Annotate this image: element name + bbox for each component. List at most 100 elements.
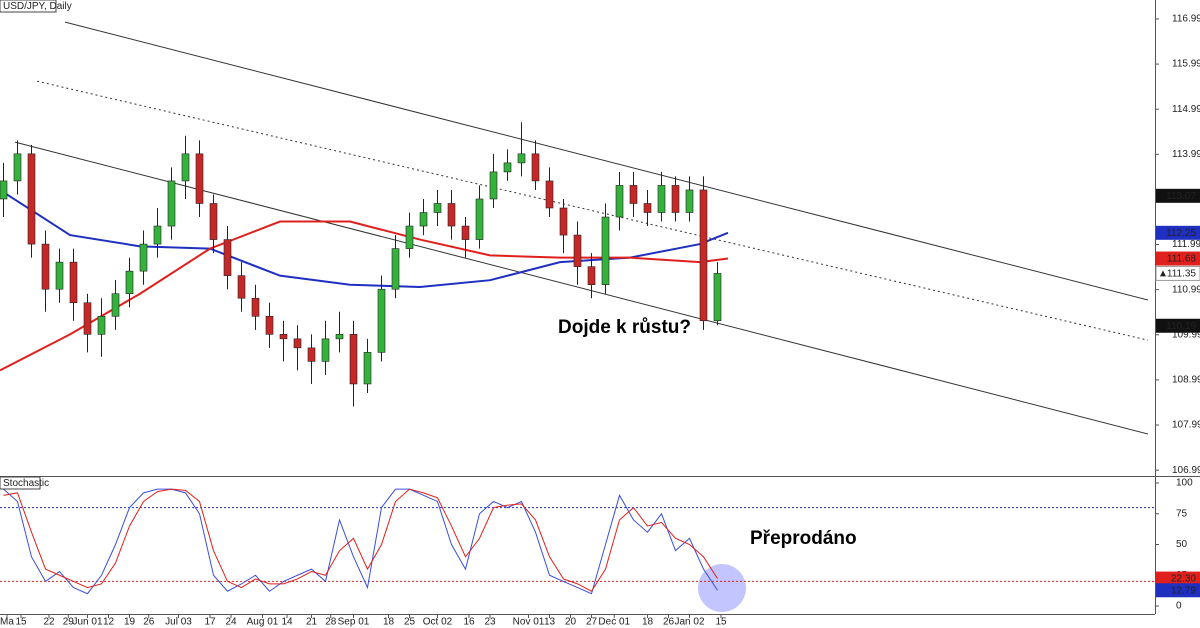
candle-body — [111, 293, 120, 317]
y-tick-label: 108.99 — [1172, 375, 1200, 386]
x-tick-label: 26 — [143, 617, 155, 628]
highlight-circle — [698, 564, 746, 612]
y-tick-label: 75 — [1176, 508, 1188, 519]
x-tick-label: Jul 03 — [165, 617, 192, 628]
candle-body — [489, 171, 498, 200]
price-marker — [1156, 188, 1200, 203]
x-tick-label: 29 — [63, 617, 75, 628]
trendline — [36, 80, 1149, 341]
candle-body — [587, 266, 596, 285]
candle-body — [447, 203, 456, 227]
candle-body — [391, 248, 400, 290]
candle-body — [41, 243, 50, 290]
x-tick-label: 27 — [586, 617, 598, 628]
candle-body — [545, 180, 554, 209]
x-tick-label: 26 — [663, 617, 675, 628]
candle-body — [601, 216, 610, 285]
candle-body — [321, 338, 330, 362]
candle-body — [335, 334, 344, 340]
x-tick-label: 25 — [404, 617, 416, 628]
panel-title: Stochastic — [3, 478, 49, 489]
x-tick-label: Ma — [0, 617, 14, 628]
x-tick-label: 21 — [306, 617, 318, 628]
candle-body — [181, 153, 190, 182]
x-tick-label: Aug 01 — [247, 617, 279, 628]
price-marker-label: 111.68 — [1167, 254, 1197, 265]
price-marker-label: 112.25 — [1166, 228, 1196, 239]
x-tick-label: Nov 01 — [513, 617, 545, 628]
price-marker — [1156, 571, 1200, 586]
x-tick-label: 15 — [15, 617, 27, 628]
price-marker — [1155, 265, 1200, 281]
x-tick-label: 12 — [103, 617, 115, 628]
candle-body — [699, 189, 708, 322]
candle-body — [433, 203, 442, 213]
price-marker-label: 111.35 — [1167, 269, 1197, 280]
candle-body — [293, 338, 302, 349]
y-tick-label: 50 — [1176, 539, 1188, 550]
y-tick-label: 116.99 — [1172, 14, 1200, 25]
candle-body — [209, 203, 218, 240]
candle-body — [237, 275, 246, 299]
candle-body — [461, 225, 470, 240]
y-tick-label: 107.99 — [1172, 420, 1200, 431]
trendline — [14, 141, 1149, 435]
y-tick-label: 113.99 — [1172, 149, 1200, 160]
annotation: Dojde k růstu? — [558, 317, 691, 338]
price-marker — [1156, 583, 1200, 598]
candle-body — [643, 203, 652, 213]
y-tick-label: 114.99 — [1172, 104, 1200, 115]
stochastic-line — [3, 488, 718, 592]
candle-body — [251, 297, 260, 317]
candle-body — [97, 315, 106, 335]
candle-body — [27, 153, 36, 245]
x-tick-label: 13 — [544, 617, 556, 628]
x-tick-label: 24 — [225, 617, 237, 628]
x-tick-label: 16 — [463, 617, 475, 628]
x-tick-label: Sep 01 — [338, 617, 370, 628]
annotation: Přeprodáno — [750, 528, 857, 549]
stochastic-line — [3, 488, 718, 595]
candle-body — [503, 162, 512, 173]
x-tick-label: 14 — [281, 617, 293, 628]
candle-body — [195, 153, 204, 204]
candle-body — [671, 185, 680, 213]
x-tick-label: 28 — [325, 617, 337, 628]
price-marker — [1156, 251, 1200, 266]
x-tick-label: Dec 01 — [598, 617, 630, 628]
candle-body — [573, 234, 582, 267]
price-marker-label: 113.07 — [1166, 191, 1196, 202]
candle-body — [125, 270, 134, 295]
candle-body — [419, 212, 428, 227]
y-tick-label: 106.99 — [1172, 465, 1200, 476]
x-tick-label: 18 — [642, 617, 654, 628]
moving-average — [0, 220, 729, 372]
candle-body — [223, 239, 232, 276]
x-tick-label: 23 — [484, 617, 496, 628]
price-marker-label: 12.79 — [1171, 585, 1196, 596]
y-tick-label: 0 — [1176, 601, 1182, 612]
moving-average — [0, 189, 729, 288]
trendline — [64, 21, 1149, 301]
title-box — [0, 476, 41, 490]
x-tick-label: Jan 02 — [674, 617, 704, 628]
price-marker — [1156, 318, 1200, 333]
title-box — [0, 0, 57, 13]
candle-body — [629, 185, 638, 204]
x-tick-label: 17 — [204, 617, 216, 628]
x-tick-label: Jun 01 — [72, 617, 102, 628]
y-tick-label: 110.99 — [1172, 284, 1200, 295]
x-tick-label: 20 — [565, 617, 577, 628]
price-marker-label: 110.19 — [1166, 321, 1196, 332]
candle-body — [517, 153, 526, 164]
candle-body — [475, 198, 484, 240]
candle-body — [55, 261, 64, 290]
candle-body — [685, 189, 694, 213]
marker-icon — [1160, 270, 1166, 277]
candle-body — [153, 225, 162, 245]
x-tick-label: 18 — [383, 617, 395, 628]
candle-body — [405, 225, 414, 249]
